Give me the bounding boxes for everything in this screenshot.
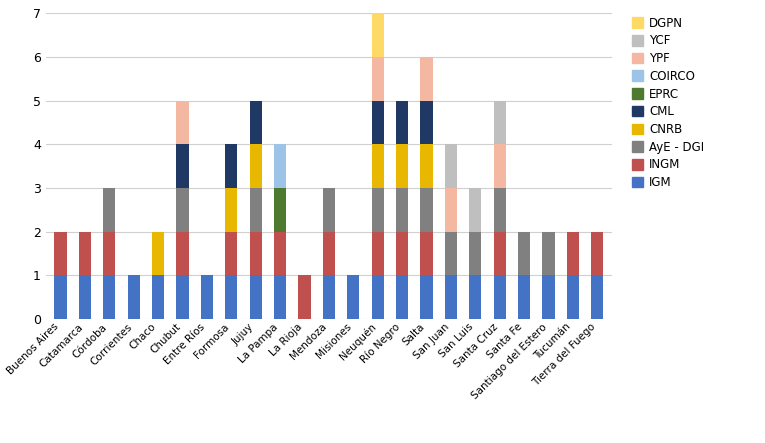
Bar bbox=[372, 275, 384, 319]
Bar bbox=[372, 144, 384, 188]
Bar bbox=[249, 275, 262, 319]
Bar bbox=[225, 144, 237, 188]
Bar bbox=[128, 275, 140, 319]
Bar bbox=[103, 188, 116, 232]
Bar bbox=[177, 101, 189, 144]
Bar bbox=[591, 232, 604, 275]
Bar bbox=[542, 275, 555, 319]
Bar bbox=[421, 275, 433, 319]
Bar bbox=[421, 144, 433, 188]
Bar bbox=[225, 275, 237, 319]
Bar bbox=[152, 275, 164, 319]
Bar bbox=[445, 144, 457, 188]
Bar bbox=[445, 188, 457, 232]
Bar bbox=[567, 275, 579, 319]
Bar bbox=[79, 232, 91, 275]
Bar bbox=[372, 13, 384, 57]
Bar bbox=[445, 275, 457, 319]
Bar bbox=[493, 232, 506, 275]
Bar bbox=[372, 57, 384, 101]
Bar bbox=[225, 232, 237, 275]
Bar bbox=[372, 188, 384, 232]
Legend: DGPN, YCF, YPF, COIRCO, EPRC, CML, CNRB, AyE - DGI, INGM, IGM: DGPN, YCF, YPF, COIRCO, EPRC, CML, CNRB,… bbox=[628, 13, 708, 193]
Bar bbox=[103, 275, 116, 319]
Bar bbox=[591, 275, 604, 319]
Bar bbox=[469, 232, 481, 275]
Bar bbox=[249, 101, 262, 144]
Bar bbox=[225, 188, 237, 232]
Bar bbox=[54, 232, 67, 275]
Bar bbox=[103, 232, 116, 275]
Bar bbox=[396, 275, 409, 319]
Bar bbox=[493, 188, 506, 232]
Bar bbox=[421, 188, 433, 232]
Bar bbox=[469, 188, 481, 232]
Bar bbox=[274, 144, 286, 188]
Bar bbox=[372, 232, 384, 275]
Bar bbox=[298, 275, 311, 319]
Bar bbox=[518, 275, 530, 319]
Bar bbox=[421, 232, 433, 275]
Bar bbox=[79, 275, 91, 319]
Bar bbox=[177, 144, 189, 188]
Bar bbox=[396, 188, 409, 232]
Bar bbox=[323, 232, 335, 275]
Bar bbox=[323, 188, 335, 232]
Bar bbox=[249, 188, 262, 232]
Bar bbox=[372, 101, 384, 144]
Bar bbox=[421, 57, 433, 101]
Bar bbox=[54, 275, 67, 319]
Bar bbox=[396, 144, 409, 188]
Bar bbox=[567, 232, 579, 275]
Bar bbox=[396, 232, 409, 275]
Bar bbox=[201, 275, 213, 319]
Bar bbox=[421, 101, 433, 144]
Bar bbox=[347, 275, 360, 319]
Bar bbox=[177, 275, 189, 319]
Bar bbox=[274, 275, 286, 319]
Bar bbox=[542, 232, 555, 275]
Bar bbox=[493, 275, 506, 319]
Bar bbox=[469, 275, 481, 319]
Bar bbox=[493, 144, 506, 188]
Bar bbox=[152, 232, 164, 275]
Bar bbox=[249, 232, 262, 275]
Bar bbox=[396, 101, 409, 144]
Bar bbox=[249, 144, 262, 188]
Bar bbox=[274, 232, 286, 275]
Bar bbox=[177, 188, 189, 232]
Bar bbox=[274, 188, 286, 232]
Bar bbox=[177, 232, 189, 275]
Bar bbox=[518, 232, 530, 275]
Bar bbox=[445, 232, 457, 275]
Bar bbox=[323, 275, 335, 319]
Bar bbox=[493, 101, 506, 144]
